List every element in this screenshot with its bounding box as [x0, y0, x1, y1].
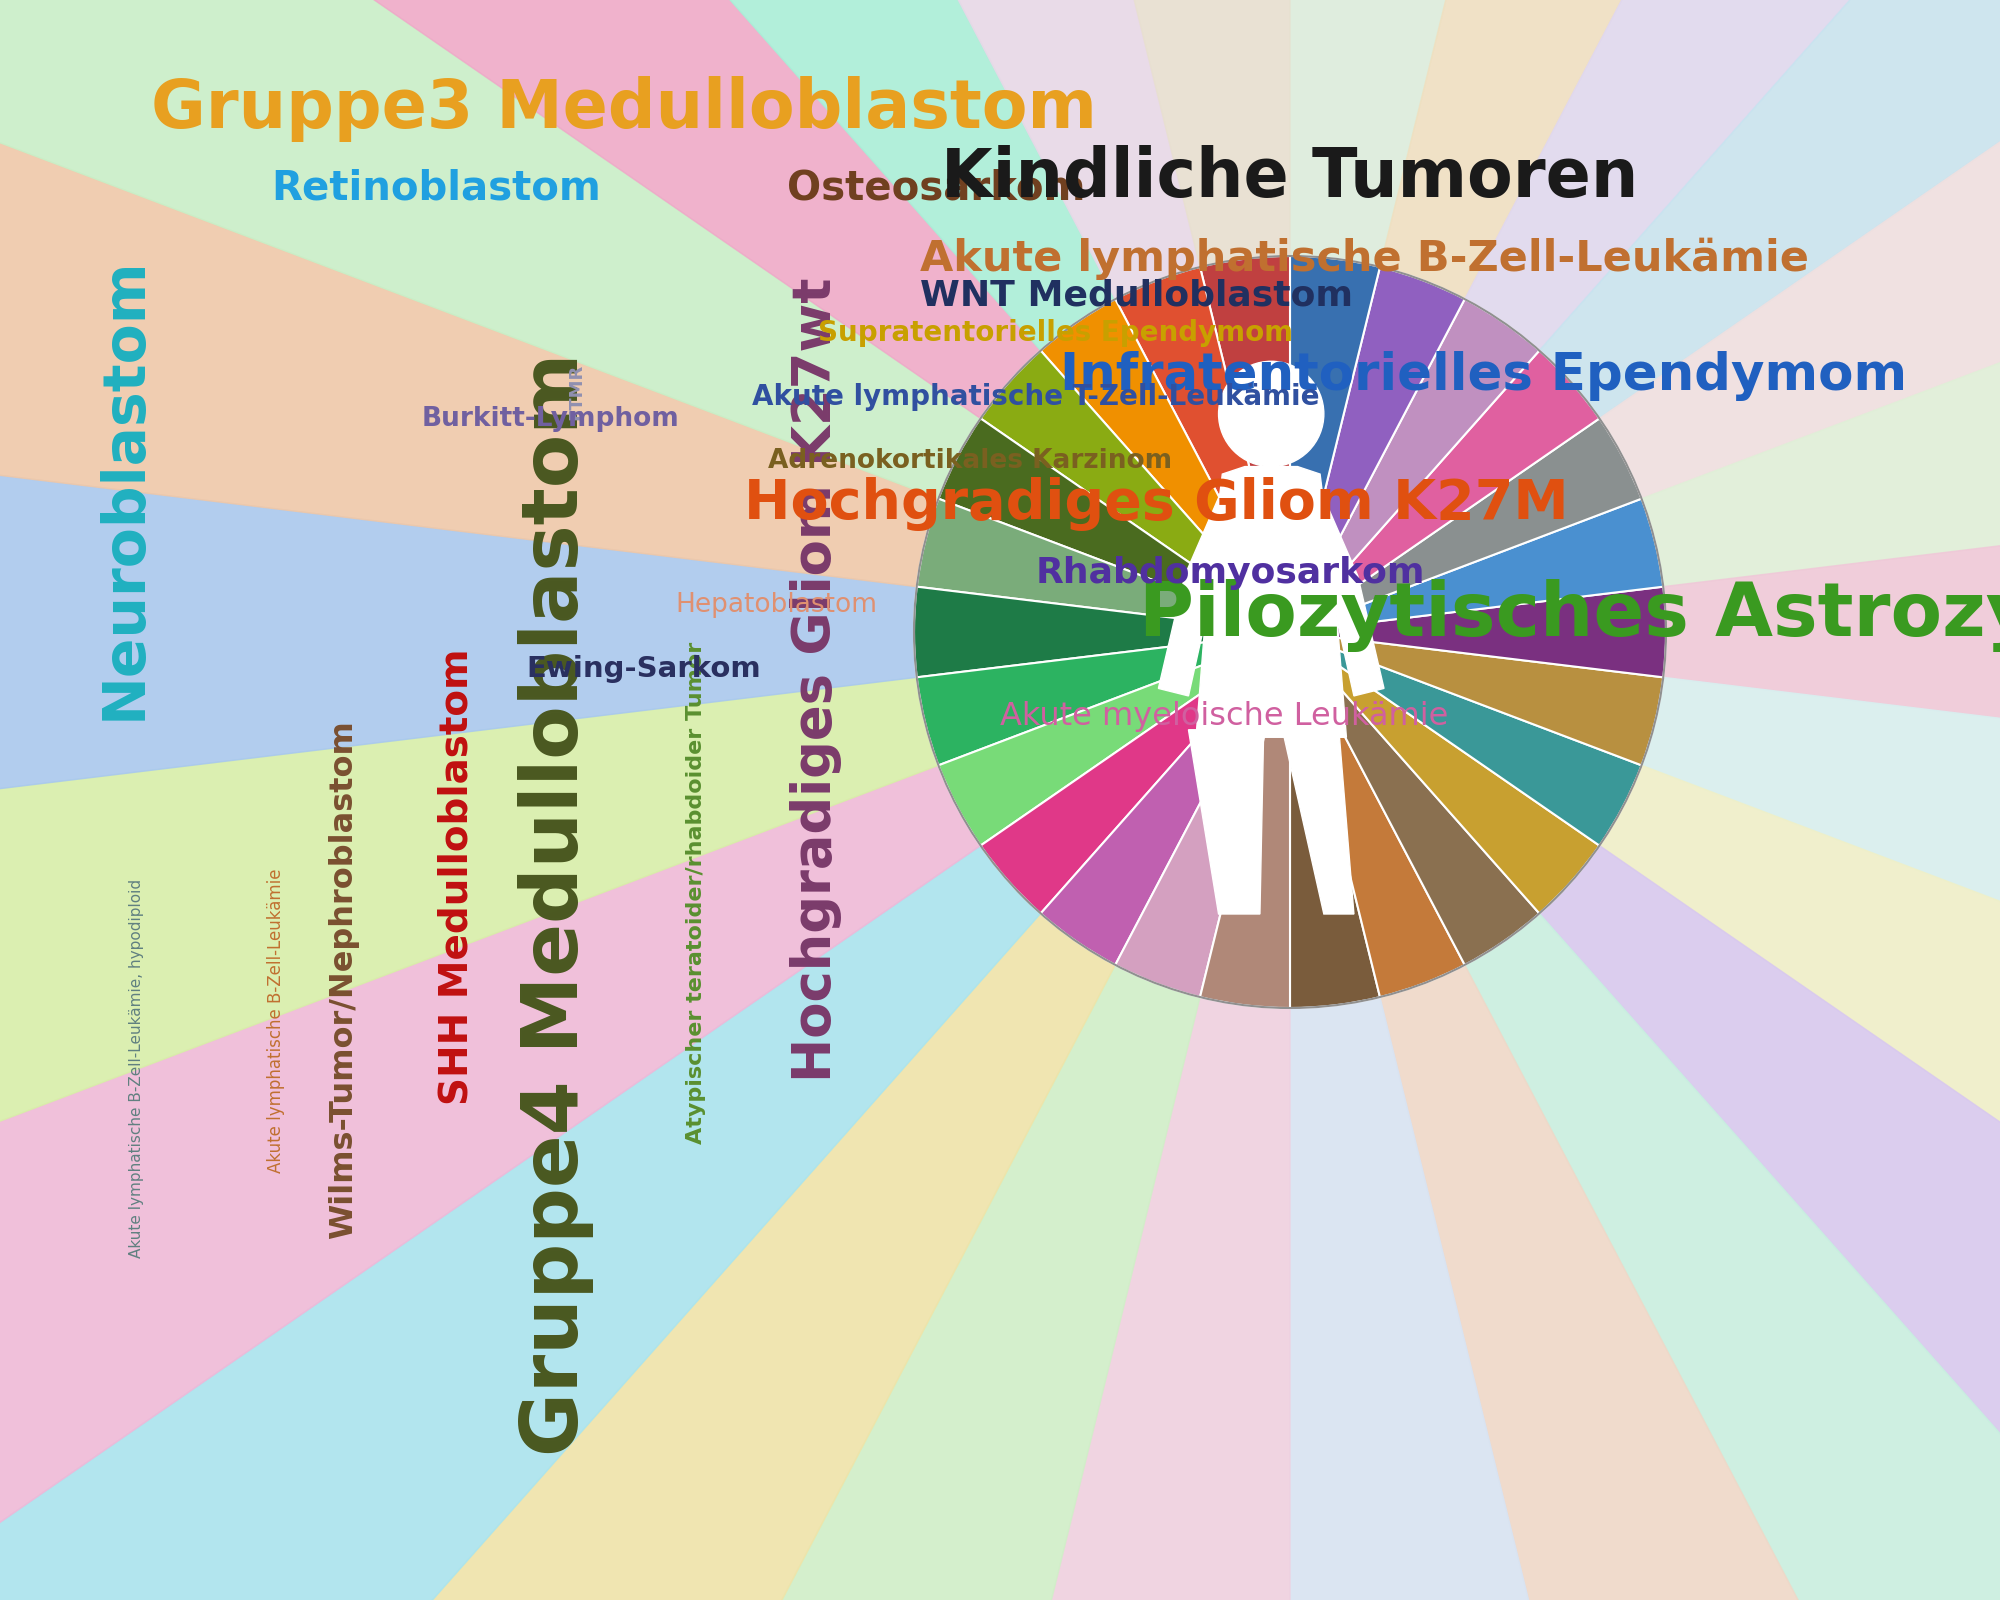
Text: Gruppe3 Medulloblastom: Gruppe3 Medulloblastom	[152, 75, 1096, 142]
Polygon shape	[1290, 0, 2000, 632]
Wedge shape	[1290, 632, 1642, 845]
Text: Akute lymphatische B-Zell-Leukämie: Akute lymphatische B-Zell-Leukämie	[268, 869, 286, 1173]
Wedge shape	[1290, 632, 1664, 765]
Wedge shape	[1040, 632, 1290, 965]
Text: Kindliche Tumoren: Kindliche Tumoren	[942, 146, 1638, 211]
Text: Akute myeloische Leukämie: Akute myeloische Leukämie	[1000, 701, 1448, 733]
Polygon shape	[0, 0, 1290, 632]
Text: Wilms-Tumor/Nephroblastom: Wilms-Tumor/Nephroblastom	[328, 720, 360, 1238]
Wedge shape	[914, 587, 1290, 677]
Wedge shape	[938, 419, 1290, 632]
Wedge shape	[1116, 267, 1290, 632]
Polygon shape	[0, 632, 1290, 1600]
Polygon shape	[0, 632, 1290, 1600]
Polygon shape	[1290, 0, 2000, 632]
Polygon shape	[1158, 490, 1230, 696]
Wedge shape	[1290, 350, 1600, 632]
Polygon shape	[1290, 632, 2000, 1600]
Polygon shape	[572, 632, 1290, 1600]
Wedge shape	[1290, 299, 1540, 632]
Polygon shape	[1290, 632, 2000, 1600]
Text: Hepatoblastom: Hepatoblastom	[676, 592, 876, 618]
Text: Ewing-Sarkom: Ewing-Sarkom	[526, 654, 762, 683]
Text: ETMR: ETMR	[568, 363, 584, 421]
Wedge shape	[1290, 587, 1666, 677]
Text: Atypischer teratoider/rhabdoider Tumor: Atypischer teratoider/rhabdoider Tumor	[686, 642, 706, 1144]
Polygon shape	[0, 0, 1290, 632]
Wedge shape	[1290, 632, 1600, 914]
Wedge shape	[1290, 632, 1380, 1008]
Wedge shape	[1290, 632, 1540, 965]
Text: WNT Medulloblastom: WNT Medulloblastom	[920, 278, 1352, 314]
Wedge shape	[980, 632, 1290, 914]
Polygon shape	[1188, 730, 1264, 914]
Text: Osteosarkom: Osteosarkom	[786, 168, 1086, 208]
Wedge shape	[1290, 499, 1664, 632]
Text: Burkitt-Lymphom: Burkitt-Lymphom	[422, 406, 678, 432]
Wedge shape	[1200, 256, 1290, 632]
Wedge shape	[1290, 256, 1380, 632]
Text: Adrenokortikales Karzinom: Adrenokortikales Karzinom	[768, 448, 1172, 474]
Polygon shape	[0, 632, 1290, 1600]
Text: Hochgradiges Gliom K27M: Hochgradiges Gliom K27M	[744, 477, 1568, 531]
Polygon shape	[1290, 632, 2000, 1600]
Text: Akute lymphatische B-Zell-Leukämie: Akute lymphatische B-Zell-Leukämie	[920, 238, 1808, 280]
Polygon shape	[1290, 0, 2000, 632]
Polygon shape	[0, 0, 1290, 632]
Polygon shape	[1290, 0, 2000, 632]
Polygon shape	[0, 632, 1290, 1600]
Text: Supratentorielles Ependymom: Supratentorielles Ependymom	[818, 318, 1294, 347]
Polygon shape	[572, 0, 1290, 632]
Text: Rhabdomyosarkom: Rhabdomyosarkom	[1036, 555, 1424, 590]
Wedge shape	[916, 499, 1290, 632]
Polygon shape	[1290, 632, 2000, 1600]
Text: SHH Medulloblastom: SHH Medulloblastom	[436, 648, 476, 1106]
Wedge shape	[1290, 419, 1642, 632]
Polygon shape	[1312, 490, 1384, 696]
Text: Hochgradiges Gliom K27wt: Hochgradiges Gliom K27wt	[790, 278, 842, 1082]
Polygon shape	[1278, 730, 1354, 914]
Polygon shape	[0, 0, 1290, 632]
Text: Akute lymphatische B-Zell-Leukämie, hypodiploid: Akute lymphatische B-Zell-Leukämie, hypo…	[128, 880, 144, 1258]
Text: Pilozytisches Astrozytom: Pilozytisches Astrozytom	[1140, 579, 2000, 653]
Circle shape	[1218, 362, 1324, 467]
Polygon shape	[0, 270, 1290, 994]
Polygon shape	[1290, 632, 2000, 1600]
Wedge shape	[980, 350, 1290, 632]
Wedge shape	[1116, 632, 1290, 997]
Text: Neuroblastom: Neuroblastom	[96, 256, 152, 720]
Wedge shape	[1290, 632, 1464, 997]
Wedge shape	[1290, 267, 1464, 632]
Text: Gruppe4 Medulloblastom: Gruppe4 Medulloblastom	[518, 352, 594, 1456]
Wedge shape	[916, 632, 1290, 765]
Polygon shape	[1290, 0, 2000, 632]
Polygon shape	[1290, 632, 2000, 1600]
Wedge shape	[1040, 299, 1290, 632]
Polygon shape	[1196, 467, 1346, 738]
Polygon shape	[0, 632, 1290, 1600]
Polygon shape	[1290, 270, 2000, 994]
Text: Retinoblastom: Retinoblastom	[272, 168, 600, 208]
Text: Infratentorielles Ependymom: Infratentorielles Ependymom	[1060, 350, 1908, 402]
Polygon shape	[1290, 0, 2000, 632]
Text: Akute lymphatische T-Zell-Leukämie: Akute lymphatische T-Zell-Leukämie	[752, 382, 1320, 411]
Polygon shape	[0, 0, 1290, 632]
Wedge shape	[1200, 632, 1290, 1008]
Wedge shape	[938, 632, 1290, 845]
